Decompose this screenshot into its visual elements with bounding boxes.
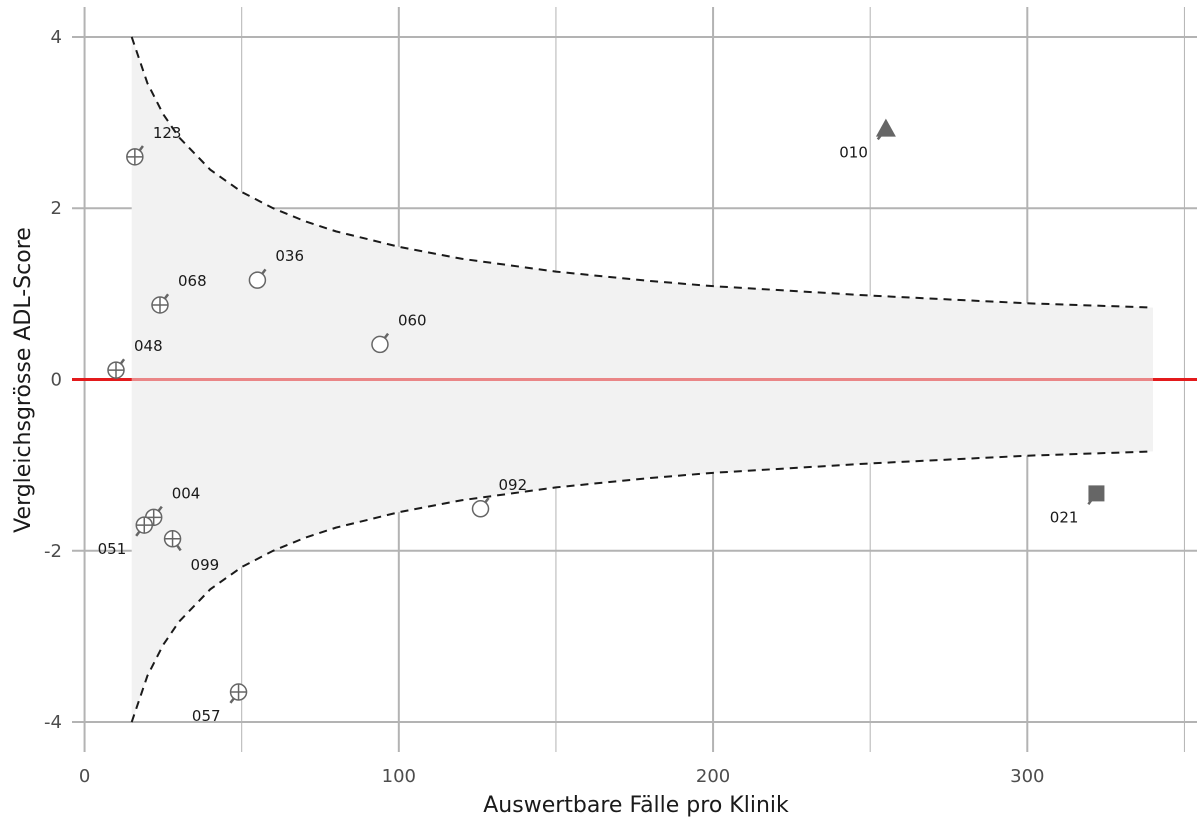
- data-point-092: 092: [471, 476, 528, 518]
- x-tick-label: 0: [79, 766, 90, 787]
- data-point-123: 123: [126, 124, 182, 166]
- x-tick-label: 300: [1010, 766, 1044, 787]
- lower-control-limit: [130, 450, 1154, 723]
- y-tick-label: 2: [51, 198, 62, 219]
- x-tick-label: 200: [696, 766, 730, 787]
- point-label: 068: [178, 272, 207, 290]
- point-label: 092: [499, 476, 528, 494]
- data-point-060: 060: [371, 311, 427, 354]
- point-label: 123: [153, 124, 182, 142]
- data-point-068: 068: [151, 272, 207, 314]
- x-tick-labels: 0 100 200 300: [79, 766, 1045, 787]
- data-point-051: 051: [98, 516, 154, 558]
- point-label: 057: [192, 707, 221, 725]
- point-marker: [248, 271, 267, 289]
- point-label: 060: [398, 311, 427, 329]
- point-label: 099: [191, 556, 220, 574]
- point-label: 021: [1050, 508, 1079, 526]
- upper-control-limit: [130, 36, 1154, 309]
- point-label: 004: [172, 484, 201, 502]
- point-marker: [1088, 485, 1105, 502]
- data-point-099: 099: [163, 530, 220, 574]
- y-tick-labels: -4 -2 0 2 4: [44, 27, 62, 733]
- data-point-021: 021: [1050, 485, 1105, 526]
- point-marker: [471, 500, 490, 518]
- y-tick-label: -4: [44, 712, 62, 733]
- y-tick-label: -2: [44, 541, 62, 562]
- data-points: 123 068 048 036 060 092 004 051 099 057 010 021: [98, 118, 1105, 725]
- point-label: 051: [98, 540, 127, 558]
- data-point-036: 036: [248, 247, 304, 289]
- point-label: 036: [275, 247, 304, 265]
- y-axis-title: Vergleichsgrösse ADL-Score: [11, 227, 36, 533]
- point-label: 048: [134, 337, 163, 355]
- data-point-010: 010: [839, 118, 896, 162]
- x-axis-title: Auswertbare Fälle pro Klinik: [483, 793, 789, 818]
- y-tick-label: 4: [51, 27, 62, 48]
- x-tick-label: 100: [382, 766, 416, 787]
- y-tick-label: 0: [51, 370, 62, 391]
- point-marker: [371, 335, 389, 354]
- data-point-048: 048: [107, 337, 163, 379]
- point-label: 010: [839, 144, 868, 162]
- data-point-057: 057: [192, 683, 248, 725]
- point-marker: [875, 118, 896, 137]
